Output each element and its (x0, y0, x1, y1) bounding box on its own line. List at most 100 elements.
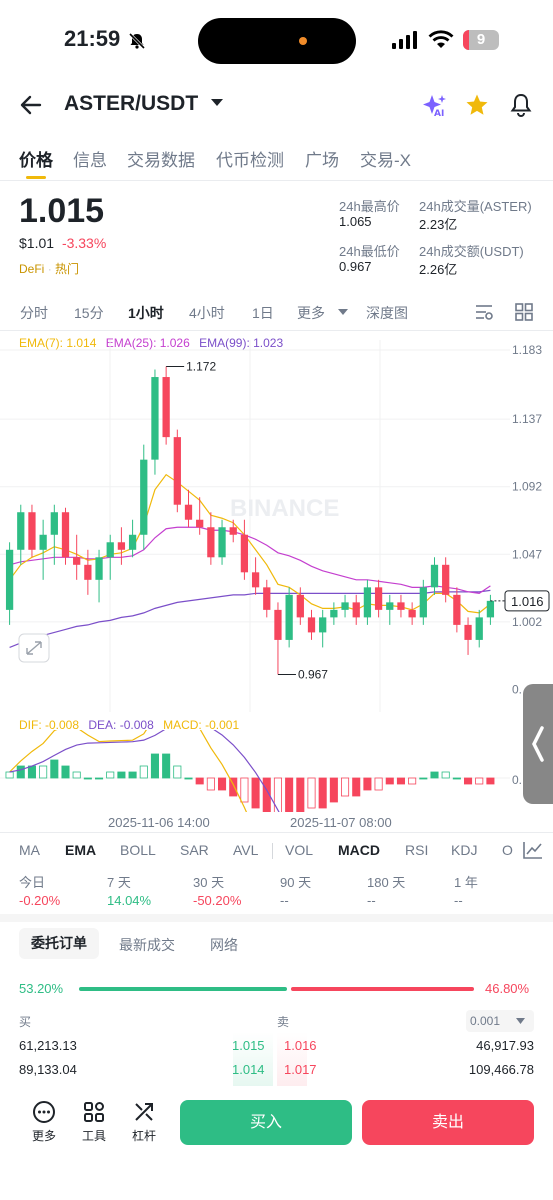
macd-dif-line (9, 730, 248, 812)
ind-vol[interactable]: VOL (285, 842, 314, 858)
tab-token-check[interactable]: 代币检测 (216, 151, 284, 170)
more-dropdown-icon[interactable] (338, 309, 348, 316)
tf-more[interactable]: 更多 (297, 305, 325, 321)
divider (0, 832, 553, 833)
macd-bar (117, 771, 126, 779)
macd-bar (184, 777, 193, 780)
buy-button[interactable]: 买入 (180, 1100, 352, 1145)
perf-value: -- (280, 893, 289, 908)
layout-grid-icon[interactable] (514, 302, 534, 322)
candle-body (363, 587, 372, 618)
macd-bar (106, 771, 115, 779)
status-bar: 21:59 9 (0, 0, 553, 84)
precision-select[interactable]: 0.001 (466, 1010, 534, 1032)
tag-hot[interactable]: 热门 (55, 262, 80, 276)
candle-body (106, 542, 114, 558)
macd-bar (385, 777, 394, 785)
macd-chart[interactable]: 0. (0, 730, 553, 812)
chart-settings-icon[interactable] (474, 302, 494, 322)
macd-bar (396, 777, 405, 785)
low-value: 0.967 (339, 259, 372, 274)
tf-1d[interactable]: 1日 (252, 305, 274, 321)
usd-price: $1.01 (19, 235, 55, 251)
macd-bar (273, 777, 282, 812)
ask-price[interactable]: 1.016 (284, 1038, 317, 1053)
back-arrow-icon[interactable] (20, 94, 42, 116)
bid-depth-bar (233, 1032, 273, 1088)
ind-kdj[interactable]: KDJ (451, 842, 478, 858)
sell-label: 卖 (277, 1015, 290, 1029)
side-drawer-handle[interactable] (523, 684, 553, 804)
sell-button[interactable]: 卖出 (362, 1100, 534, 1145)
macd-bar (251, 777, 260, 809)
precision-value: 0.001 (470, 1014, 501, 1028)
candle-body (330, 609, 338, 618)
candlestick-chart[interactable]: 1.183 1.137 1.092 1.047 1.002 0. BINANCE 1.172 0… (0, 340, 553, 712)
candle-body (140, 459, 148, 535)
y-axis-label: 0. (512, 682, 522, 696)
perf-label: 180 天 (367, 875, 406, 890)
tf-depth[interactable]: 深度图 (366, 305, 408, 321)
bid-price[interactable]: 1.014 (232, 1062, 265, 1077)
ind-boll[interactable]: BOLL (120, 842, 156, 858)
trading-pair-title[interactable]: ASTER/USDT (64, 92, 199, 115)
signal-icon (392, 31, 417, 49)
macd-bar (341, 777, 350, 797)
macd-bar (318, 777, 327, 809)
ind-sar[interactable]: SAR (180, 842, 209, 858)
tab-info[interactable]: 信息 (73, 151, 107, 170)
candle-body (341, 602, 349, 610)
macd-bar (352, 777, 361, 797)
macd-dea-label: DEA: -0.008 (88, 718, 154, 732)
ind-other[interactable]: O (502, 842, 513, 858)
tab-trade-x[interactable]: 交易-X (360, 151, 411, 170)
sell-ratio-bar (291, 987, 474, 991)
macd-bar (486, 777, 495, 785)
battery-icon: 9 (463, 30, 499, 50)
pair-dropdown-icon[interactable] (210, 98, 224, 108)
y-axis-label: 1.002 (512, 615, 542, 629)
tools-button[interactable]: 工具 (74, 1100, 114, 1144)
tf-1h[interactable]: 1小时 (128, 305, 164, 321)
tab-trading-data[interactable]: 交易数据 (127, 151, 195, 170)
tab-network[interactable]: 网络 (210, 937, 238, 953)
ind-avl[interactable]: AVL (233, 842, 259, 858)
candle-body (453, 594, 461, 625)
low-marker-label: 0.967 (298, 667, 328, 681)
tab-price[interactable]: 价格 (19, 151, 53, 170)
amount-value: 2.26亿 (419, 262, 458, 277)
indicator-settings-icon[interactable] (522, 840, 544, 860)
amount-label: 24h成交额(USDT) (419, 244, 524, 259)
candle-body (240, 534, 249, 573)
macd-bar (430, 771, 439, 779)
more-button[interactable]: 更多 (24, 1100, 64, 1144)
ema7-label: EMA(7): 1.014 (19, 336, 97, 350)
notification-bell-icon[interactable] (510, 93, 532, 117)
tab-order-book[interactable]: 委托订单 (19, 928, 99, 959)
candle-body (50, 512, 58, 535)
tf-4h[interactable]: 4小时 (189, 305, 225, 321)
ind-rsi[interactable]: RSI (405, 842, 429, 858)
ind-ema[interactable]: EMA (65, 842, 97, 858)
candle-body (408, 609, 416, 618)
tf-line[interactable]: 分时 (20, 305, 48, 321)
bid-price[interactable]: 1.015 (232, 1038, 265, 1053)
macd-bar (441, 771, 450, 779)
leverage-button[interactable]: 杠杆 (124, 1100, 164, 1144)
favorite-star-icon[interactable] (465, 93, 489, 117)
ask-price[interactable]: 1.017 (284, 1062, 317, 1077)
ema25-line (9, 526, 491, 594)
macd-bar (5, 771, 14, 779)
candle-body (17, 512, 25, 550)
tab-square[interactable]: 广场 (305, 151, 339, 170)
tag-defi[interactable]: DeFi (19, 262, 45, 276)
macd-bar (150, 753, 159, 779)
ind-macd[interactable]: MACD (338, 842, 380, 858)
buy-ratio-bar (79, 987, 287, 991)
tab-recent-trades[interactable]: 最新成交 (119, 937, 175, 953)
ind-ma[interactable]: MA (19, 842, 40, 858)
ema99-line (9, 589, 491, 648)
ai-sparkle-icon[interactable]: AI (420, 92, 450, 122)
tf-15m[interactable]: 15分 (74, 305, 104, 321)
macd-bar (307, 777, 316, 809)
